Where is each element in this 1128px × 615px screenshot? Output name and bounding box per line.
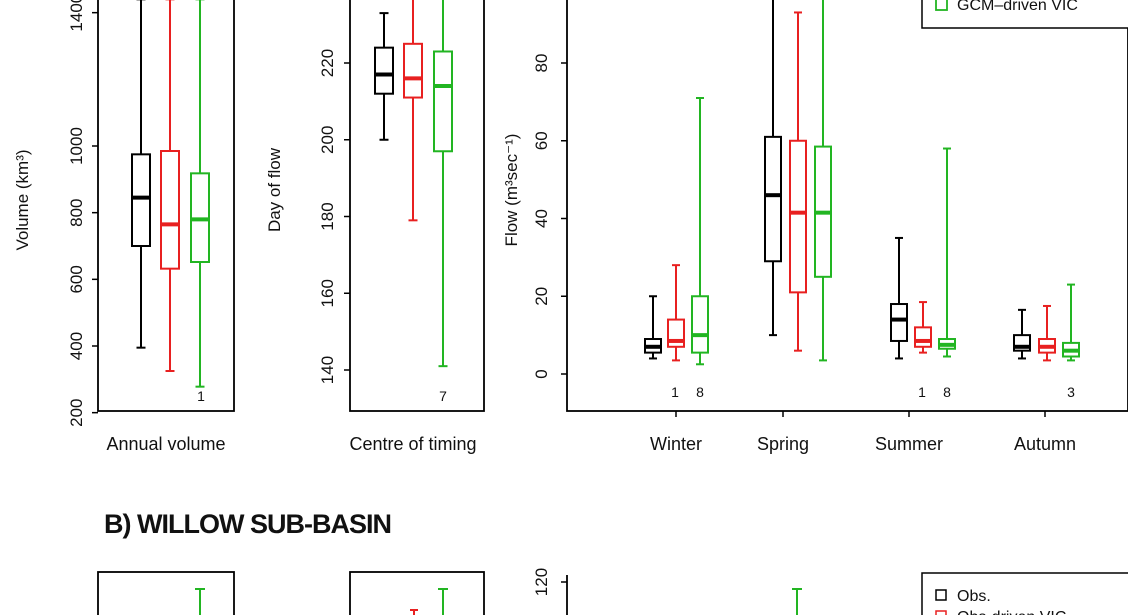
y-axis-label: Day of flow [265, 147, 284, 232]
box-autumn-obs- [1013, 308, 1031, 360]
x-category-label: Winter [650, 434, 702, 454]
box-winter-obs- [644, 295, 662, 360]
plot-frame-b1 [97, 571, 235, 615]
y-tick-label: 60 [532, 131, 551, 150]
box-iqr [160, 150, 180, 270]
y-tick-label: 200 [318, 126, 337, 154]
y-tick-label: 600 [67, 265, 86, 293]
y-tick-label: 160 [318, 279, 337, 307]
box-gcm-driven-vic [433, 0, 453, 368]
y-tick-label: 40 [532, 209, 551, 228]
outlier-count: 1 [918, 384, 926, 400]
y-tick-label: 200 [67, 398, 86, 426]
outlier-count: 3 [1067, 384, 1075, 400]
y-tick-label: 1000 [67, 127, 86, 165]
legend-swatch [935, 610, 947, 615]
box-iqr [131, 153, 151, 247]
x-category-label: Autumn [1014, 434, 1076, 454]
x-category-label: Spring [757, 434, 809, 454]
y-tick-label: 80 [532, 54, 551, 73]
y-axis-label: Volume (km³) [13, 149, 32, 250]
legend-swatch [935, 589, 947, 601]
outlier-count: 8 [696, 384, 704, 400]
legend-label: GCM–driven VIC [957, 0, 1078, 14]
box-summer-gcm-driven-vic [938, 147, 956, 358]
y-tick-label: 0 [532, 369, 551, 378]
x-category-label: Centre of timing [349, 434, 476, 454]
plot-frame-3 [566, 0, 1128, 412]
box-iqr [789, 139, 807, 294]
y-tick-label: 1400 [67, 0, 86, 32]
box-winter-gcm-driven-vic [691, 96, 709, 366]
axes [92, 11, 1046, 583]
box-summer-obs- [890, 236, 908, 360]
box-iqr [914, 326, 932, 348]
box-iqr [433, 50, 453, 153]
box-winter-obs-driven-vic [667, 264, 685, 362]
outlier-count: 7 [439, 388, 447, 404]
box-iqr [403, 42, 423, 99]
y-tick-label: 180 [318, 202, 337, 230]
legend-label: Obs-driven VIC [957, 609, 1066, 615]
outlier-count: 1 [197, 388, 205, 404]
y-axis-label: Flow (m³sec⁻¹) [502, 134, 521, 247]
box-spring-gcm-driven-vic [814, 0, 832, 362]
box-iqr [691, 295, 709, 354]
box-iqr [374, 46, 394, 95]
legend-label: Obs. [957, 588, 991, 605]
legend-box-b [921, 572, 1128, 615]
box-gcm-driven-vic [190, 0, 210, 388]
box-autumn-gcm-driven-vic [1062, 283, 1080, 362]
box-obs- [131, 0, 151, 349]
box-obs-driven-vic [160, 0, 180, 372]
box-iqr [764, 135, 782, 263]
box-iqr [890, 303, 908, 342]
outlier-count: 8 [943, 384, 951, 400]
x-category-label: Summer [875, 434, 943, 454]
plot-frame-b2 [349, 571, 485, 615]
box-spring-obs-driven-vic [789, 11, 807, 352]
boxplots [131, 0, 1080, 615]
legend-box [921, 0, 1128, 29]
box-autumn-obs-driven-vic [1038, 304, 1056, 362]
box-summer-obs-driven-vic [914, 301, 932, 354]
y-tick-label: 120 [532, 568, 551, 596]
legend-swatch [935, 0, 948, 11]
plot-frame-1 [97, 0, 235, 412]
x-category-label: Annual volume [106, 434, 225, 454]
box-obs-driven-vic [403, 0, 423, 222]
y-tick-label: 140 [318, 356, 337, 384]
y-tick-label: 400 [67, 332, 86, 360]
plot-frame-2 [349, 0, 485, 412]
y-tick-label: 20 [532, 287, 551, 306]
box-obs- [374, 12, 394, 141]
plot-frames [97, 0, 1128, 615]
outlier-count: 1 [671, 384, 679, 400]
section-b-title: B) WILLOW SUB-BASIN [104, 509, 392, 539]
y-tick-label: 800 [67, 198, 86, 226]
y-tick-label: 220 [318, 49, 337, 77]
box-spring-obs- [764, 0, 782, 337]
